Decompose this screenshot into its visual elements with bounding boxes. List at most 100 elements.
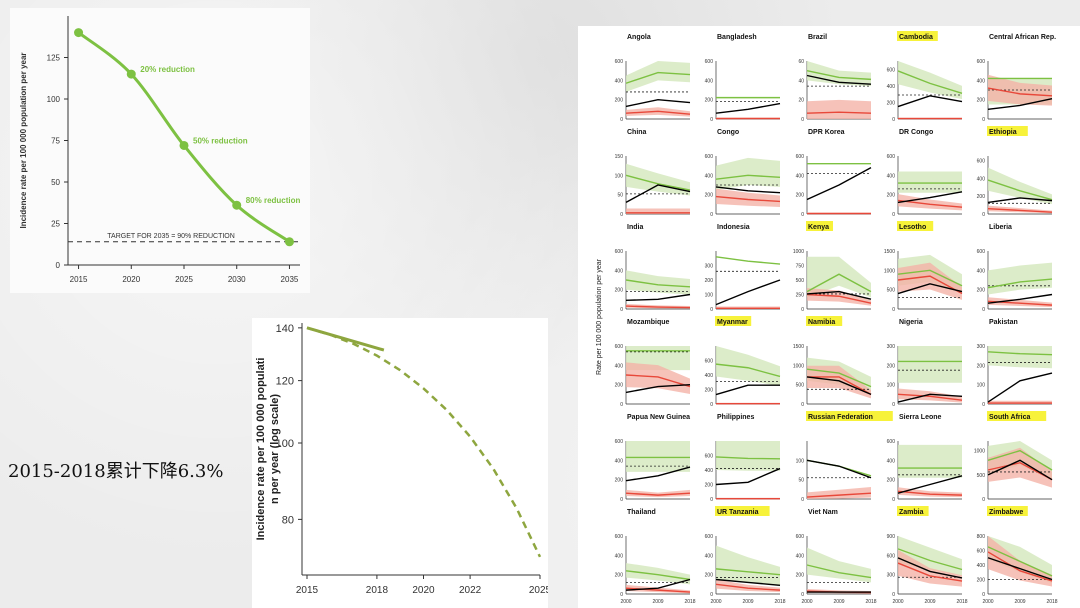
panel-y-tick-label: 600 xyxy=(615,439,624,445)
panel-y-tick-label: 0 xyxy=(801,402,804,408)
red-uncertainty-band xyxy=(807,365,871,399)
panel-y-tick-label: 400 xyxy=(705,373,714,379)
panel-y-tick-label: 400 xyxy=(615,458,624,464)
panel-y-tick-label: 600 xyxy=(705,359,714,365)
green-series-line xyxy=(715,568,781,576)
panel-y-tick-label: 50 xyxy=(798,478,804,484)
panel-y-tick-label: 200 xyxy=(887,100,896,106)
black-series-line xyxy=(625,383,691,394)
panel-y-tick-label: 900 xyxy=(887,534,896,540)
country-title: Thailand xyxy=(627,509,656,516)
country-title: Bangladesh xyxy=(717,34,757,41)
green-series-line xyxy=(987,351,1053,356)
black-series-line xyxy=(987,459,1053,481)
panel-y-tick-label: 1000 xyxy=(974,449,985,455)
y-tick-label: 25 xyxy=(51,220,60,229)
country-title: Namibia xyxy=(808,319,835,326)
black-series-line xyxy=(897,475,963,494)
panel-y-tick-label: 500 xyxy=(796,278,805,284)
green-uncertainty-band xyxy=(988,167,1052,205)
green-series-line xyxy=(715,456,781,460)
panel-y-tick-label: 0 xyxy=(710,592,713,598)
black-series-line xyxy=(987,372,1053,403)
y-tick-label: 75 xyxy=(51,137,60,146)
panel-y-tick-label: 200 xyxy=(705,193,714,199)
country-panel: Zambia 0 300 600 900 2000 2009 2018 xyxy=(887,506,968,605)
panel-y-tick-label: 0 xyxy=(982,212,985,218)
black-series-line xyxy=(625,578,691,591)
panel-y-tick-label: 200 xyxy=(887,363,896,369)
panel-y-tick-label: 150 xyxy=(615,154,624,160)
panel-x-tick-label: 2009 xyxy=(1014,599,1025,605)
panel-y-tick-label: 200 xyxy=(705,278,714,284)
country-title: China xyxy=(627,129,647,136)
green-series-line xyxy=(806,273,872,293)
y-tick-label: 100 xyxy=(276,438,294,450)
country-title: Philippines xyxy=(717,414,754,421)
panel-y-tick-label: 100 xyxy=(615,173,624,179)
country-panel: Congo 0 200 400 600 xyxy=(705,129,781,218)
black-series-line xyxy=(715,102,781,114)
country-highlight xyxy=(806,316,843,326)
x-tick-label: 2020 xyxy=(122,275,140,284)
panel-y-tick-label: 0 xyxy=(620,497,623,503)
panel-y-tick-label: 400 xyxy=(887,84,896,90)
country-title: Indonesia xyxy=(717,224,750,231)
panel-y-tick-label: 200 xyxy=(705,388,714,394)
panel-y-tick-label: 0 xyxy=(801,212,804,218)
x-tick-label: 2025 xyxy=(175,275,193,284)
green-series-line xyxy=(625,570,691,581)
country-panel: China 0 50 100 150 xyxy=(615,129,691,218)
country-title: South Africa xyxy=(989,414,1030,421)
chart2-svg: 80 100 120 140 2015 2018 2020 2022 2025 Incidence… xyxy=(255,323,548,596)
red-uncertainty-band xyxy=(807,99,871,119)
country-highlight xyxy=(897,31,938,41)
panel-y-tick-label: 200 xyxy=(977,363,986,369)
panel-y-tick-label: 400 xyxy=(977,563,986,569)
country-panel: Indonesia 0 100 200 300 xyxy=(705,224,781,313)
country-title: DPR Korea xyxy=(808,129,845,136)
country-panel: Ethiopia 0 200 400 600 xyxy=(977,126,1053,218)
panel-y-tick-label: 400 xyxy=(796,553,805,559)
panel-y-tick-label: 500 xyxy=(796,383,805,389)
panel-y-tick-label: 60 xyxy=(798,59,804,65)
panel-y-tick-label: 400 xyxy=(705,553,714,559)
country-title: Congo xyxy=(717,129,739,136)
country-title: DR Congo xyxy=(899,129,933,136)
panel-y-tick-label: 0 xyxy=(892,402,895,408)
country-title: Kenya xyxy=(808,224,829,231)
green-series-line xyxy=(715,256,781,265)
panel-y-tick-label: 0 xyxy=(892,212,895,218)
log-scale-projection-chart: 80 100 120 140 2015 2018 2020 2022 2025 Incidence… xyxy=(252,318,548,608)
green-uncertainty-band xyxy=(716,545,780,587)
panel-y-tick-label: 0 xyxy=(620,212,623,218)
panel-y-tick-label: 20 xyxy=(798,98,804,104)
country-title: Mozambique xyxy=(627,319,669,326)
panel-x-tick-label: 2000 xyxy=(892,599,903,605)
panel-y-tick-label: 200 xyxy=(887,193,896,199)
panel-y-tick-label: 0 xyxy=(982,117,985,123)
panel-y-tick-label: 1500 xyxy=(884,249,895,255)
green-series-line xyxy=(806,368,872,388)
panel-y-tick-label: 0 xyxy=(710,402,713,408)
dashed-series-line xyxy=(306,326,542,558)
panel-y-tick-label: 600 xyxy=(705,534,714,540)
panel-y-tick-label: 0 xyxy=(620,402,623,408)
country-panel: Thailand 0 200 400 600 2000 2009 2018 xyxy=(615,509,696,605)
panel-y-tick-label: 400 xyxy=(977,78,986,84)
x-tick-label: 2030 xyxy=(228,275,246,284)
panel-y-tick-label: 750 xyxy=(796,264,805,270)
panel-y-tick-label: 0 xyxy=(892,592,895,598)
country-panel: Kenya 0 250 500 750 1000 xyxy=(793,221,872,313)
country-panel: Cambodia 0 200 400 600 xyxy=(887,31,963,123)
country-title: Zambia xyxy=(899,509,924,516)
red-series-line xyxy=(715,583,781,591)
panel-y-tick-label: 600 xyxy=(887,553,896,559)
panel-y-tick-label: 1000 xyxy=(793,249,804,255)
green-series-line xyxy=(806,564,872,579)
country-highlight xyxy=(806,411,893,421)
black-series-line xyxy=(806,459,872,479)
panel-y-tick-label: 600 xyxy=(796,534,805,540)
panel-y-tick-label: 0 xyxy=(892,497,895,503)
black-series-line xyxy=(987,293,1053,304)
